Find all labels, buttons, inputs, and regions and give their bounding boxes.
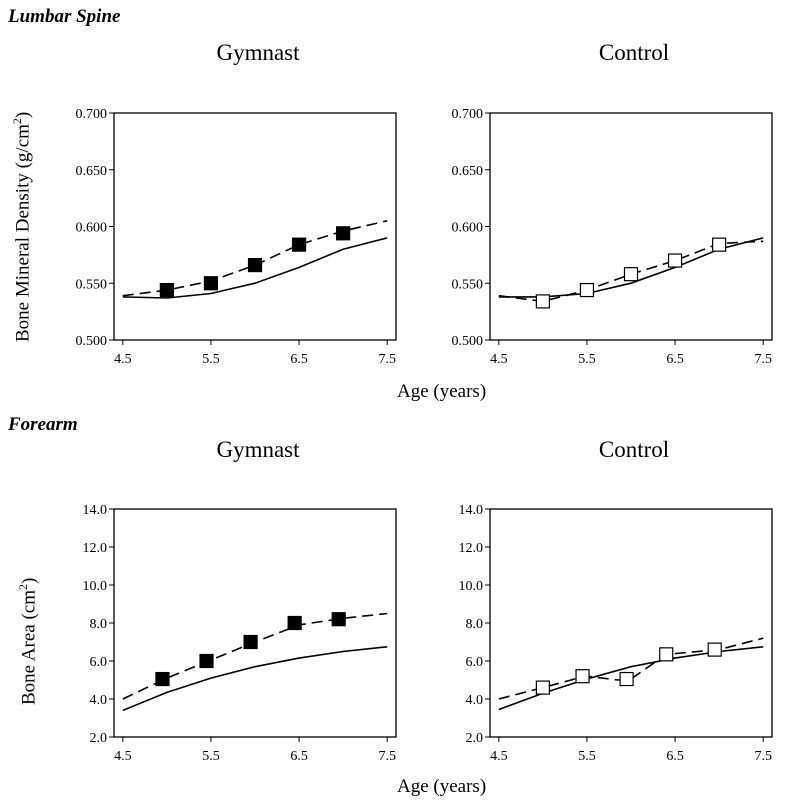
forearm-control-x-tick-label: 7.5 [754,749,772,764]
forearm-control-plot-frame [489,508,773,738]
panel-title-forearm-control: Control [598,437,670,462]
lumbar-control-x-tick-label: 6.5 [666,352,684,367]
forearm-gymnast-y-tick-label: 8.0 [90,617,108,632]
lumbar-gymnast-data-point [291,237,307,252]
lumbar-control-y-tick-label: 0.650 [452,164,484,179]
section-title-forearm: Forearm [8,414,78,435]
forearm-control-y-tick-label: 14.0 [459,503,484,518]
lumbar-gymnast-data-point [203,276,219,291]
forearm-control-y-tick-label: 8.0 [466,617,484,632]
lumbar-gymnast-x-tick-label: 4.5 [114,352,132,367]
lumbar-control-x-tick-label: 4.5 [490,352,508,367]
forearm-gymnast-data-point [331,612,346,627]
forearm-gymnast-y-tick-label: 12.0 [83,541,108,556]
lumbar-gymnast-data-point [159,282,174,298]
forearm-control-data-point [575,669,590,684]
lumbar-gymnast-x-tick-label: 6.5 [290,352,308,367]
lumbar-control-y-tick-label: 0.550 [452,277,484,292]
lumbar-gymnast-plot-frame [113,112,397,341]
forearm-control-x-tick-label: 4.5 [490,749,508,764]
section-title-lumbar-spine: Lumbar Spine [8,6,121,27]
forearm-gymnast-dashed-series-line [122,612,388,700]
lumbar-gymnast-y-tick-label: 0.550 [76,277,108,292]
lumbar-gymnast-data-point [247,257,263,273]
forearm-control-y-tick-label: 6.0 [466,655,484,670]
forearm-control-data-point [659,647,674,662]
forearm-control-data-point [535,680,550,695]
forearm-gymnast-x-tick-label: 6.5 [290,749,308,764]
forearm-control-x-tick-label: 6.5 [666,749,684,764]
forearm-gymnast-y-tick-label: 2.0 [90,731,108,746]
forearm-gymnast-data-point [243,634,258,650]
panel-title-forearm-gymnast: Gymnast [216,437,300,462]
forearm-control-y-tick-label: 4.0 [466,693,484,708]
forearm-gymnast-y-tick-label: 4.0 [90,693,108,708]
forearm-gymnast-x-tick-label: 7.5 [378,749,396,764]
forearm-gymnast-data-point [199,653,214,669]
lumbar-control-x-tick-label: 7.5 [754,352,772,367]
forearm-gymnast-y-tick-label: 10.0 [83,579,108,594]
lumbar-gymnast-x-tick-label: 5.5 [202,352,220,367]
lumbar-gymnast-data-point [336,226,351,241]
forearm-gymnast-y-tick-label: 14.0 [83,503,108,518]
lumbar-control-plot-frame [489,112,773,341]
forearm-gymnast-x-tick-label: 5.5 [202,749,220,764]
forearm-control-x-tick-label: 5.5 [578,749,596,764]
forearm-gymnast-x-tick-label: 4.5 [114,749,132,764]
lumbar-gymnast-solid-series-line [122,237,388,299]
lumbar-control-x-tick-label: 5.5 [578,352,596,367]
panel-title-lumbar-gymnast: Gymnast [216,40,300,65]
lumbar-control-data-point [667,253,683,268]
panel-title-lumbar-control: Control [598,40,670,65]
forearm-control-y-tick-label: 10.0 [459,579,484,594]
lumbar-gymnast-y-tick-label: 0.650 [76,164,108,179]
forearm-gymnast-data-point [155,671,170,687]
lumbar-control-data-point [579,282,595,298]
forearm-gymnast-solid-series-line [122,646,388,712]
lumbar-gymnast-y-tick-label: 0.600 [76,221,108,236]
lumbar-control-data-point [535,294,550,309]
lumbar-control-y-tick-label: 0.700 [452,107,484,122]
lumbar-gymnast-y-tick-label: 0.500 [76,334,108,349]
forearm-control-data-point [707,642,722,657]
forearm-control-y-tick-label: 12.0 [459,541,484,556]
forearm-gymnast-y-tick-label: 6.0 [90,655,108,670]
x-axis-label-lumbar: Age (years) [397,381,487,402]
lumbar-control-data-point [623,267,639,282]
lumbar-control-y-tick-label: 0.600 [452,221,484,236]
forearm-control-data-point [619,671,634,687]
forearm-gymnast-plot-frame [113,508,397,738]
x-axis-label-forearm: Age (years) [397,776,487,797]
lumbar-control-data-point [712,237,727,252]
forearm-control-y-tick-label: 2.0 [466,731,484,746]
lumbar-gymnast-x-tick-label: 7.5 [378,352,396,367]
forearm-gymnast-data-point [287,615,302,631]
lumbar-gymnast-y-tick-label: 0.700 [76,107,108,122]
lumbar-control-y-tick-label: 0.500 [452,334,484,349]
